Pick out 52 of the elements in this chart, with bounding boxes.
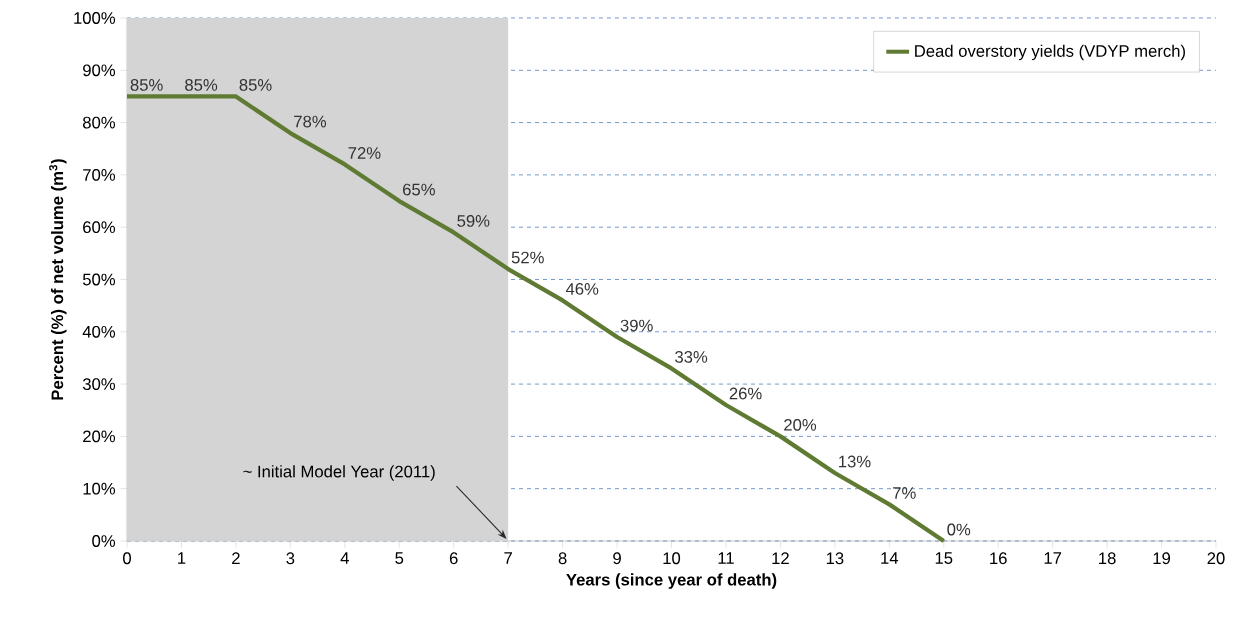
x-tick-label: 19 [1153,552,1171,565]
x-tick-label: 15 [935,552,953,564]
x-tick-label: 5 [395,552,404,564]
y-tick-label: 60% [83,221,116,234]
y-tick-label: 100% [74,12,116,24]
data-label: 72% [348,147,381,159]
x-tick-label: 14 [881,552,899,564]
data-label: 33% [675,351,708,363]
y-tick-label: 30% [82,378,116,390]
x-tick-label: 18 [1099,552,1116,565]
x-tick-label: 9 [613,552,621,565]
y-tick-label: 90% [83,64,116,77]
y-tick-label: 40% [82,325,116,338]
x-tick-label: 3 [286,552,295,565]
x-axis-title: Years (since year of death) [566,573,777,589]
x-tick-label: 17 [1044,552,1062,564]
data-label: 85% [185,79,218,91]
x-tick-label: 1 [178,552,186,564]
x-tick-label: 8 [558,552,567,565]
x-tick-label: 7 [504,552,512,564]
data-label: 52% [511,251,544,264]
y-tick-label: 50% [82,273,116,286]
data-label: 65% [403,183,435,196]
y-tick-label: 20% [83,430,116,443]
data-label: 0% [947,523,971,536]
y-tick-label: 0% [92,535,116,547]
x-tick-label: 10 [663,552,681,565]
x-tick-label: 4 [340,552,349,564]
annotation: ~ Initial Model Year (2011) [243,465,435,481]
x-tick-label: 11 [718,552,734,564]
data-label: 59% [457,215,490,227]
data-label: 39% [620,319,653,332]
x-tick-label: 20 [1207,552,1225,565]
y-tick-label: 70% [83,169,116,181]
x-tick-label: 12 [772,552,789,564]
data-label: 85% [130,79,163,91]
y-axis-title: Percent (%) of net volume (m$^{3}$) [49,159,67,400]
data-label: 46% [565,283,599,295]
data-label: 85% [239,79,272,91]
x-tick-label: 2 [232,552,240,564]
legend-label: Dead overstory yields (VDYP merch) [915,44,1185,61]
data-label: 7% [893,487,916,499]
data-label: 20% [784,419,817,431]
x-tick-label: 13 [826,552,844,565]
data-label: 13% [839,455,871,468]
data-label: 26% [729,387,762,400]
x-tick-label: 0 [123,552,131,565]
x-tick-label: 6 [449,552,458,565]
y-tick-label: 80% [83,116,116,129]
y-tick-label: 10% [83,482,116,495]
x-tick-label: 16 [990,552,1007,565]
data-label: 78% [294,115,327,128]
